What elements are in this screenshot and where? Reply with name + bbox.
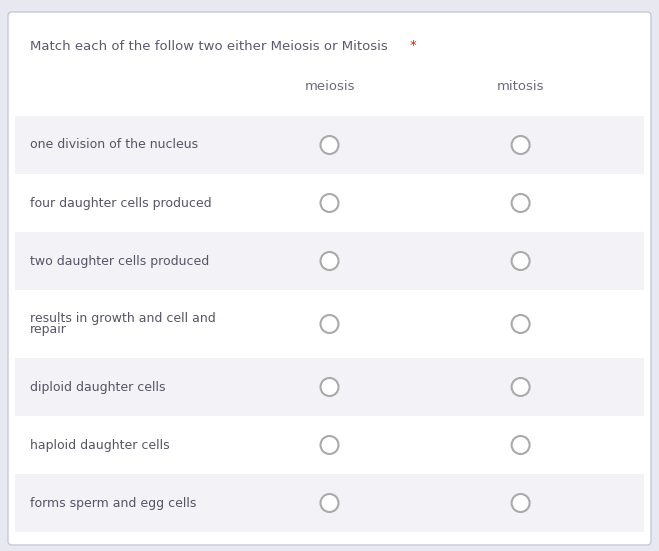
Circle shape [511, 315, 530, 333]
Circle shape [511, 194, 530, 212]
Text: two daughter cells produced: two daughter cells produced [30, 255, 210, 267]
Circle shape [320, 315, 339, 333]
Bar [15, 174, 644, 232]
Text: mitosis: mitosis [497, 80, 544, 94]
Bar [15, 358, 644, 416]
Circle shape [320, 136, 339, 154]
Circle shape [511, 378, 530, 396]
Text: *: * [410, 40, 416, 52]
Bar [15, 116, 644, 174]
Circle shape [320, 436, 339, 454]
Text: forms sperm and egg cells: forms sperm and egg cells [30, 496, 196, 510]
Circle shape [511, 252, 530, 270]
Bar [15, 416, 644, 474]
Bar [15, 290, 644, 358]
Circle shape [511, 136, 530, 154]
Circle shape [320, 252, 339, 270]
Bar [15, 474, 644, 532]
Text: results in growth and cell and: results in growth and cell and [30, 312, 215, 325]
Text: meiosis: meiosis [304, 80, 355, 94]
Circle shape [511, 436, 530, 454]
Circle shape [320, 194, 339, 212]
Circle shape [320, 378, 339, 396]
Text: four daughter cells produced: four daughter cells produced [30, 197, 212, 209]
FancyBboxPatch shape [8, 12, 651, 545]
Circle shape [511, 494, 530, 512]
Text: repair: repair [30, 323, 67, 336]
Bar [15, 232, 644, 290]
Text: haploid daughter cells: haploid daughter cells [30, 439, 169, 451]
Text: diploid daughter cells: diploid daughter cells [30, 381, 165, 393]
Text: one division of the nucleus: one division of the nucleus [30, 138, 198, 152]
Text: Match each of the follow two either Meiosis or Mitosis: Match each of the follow two either Meio… [30, 40, 387, 52]
Circle shape [320, 494, 339, 512]
